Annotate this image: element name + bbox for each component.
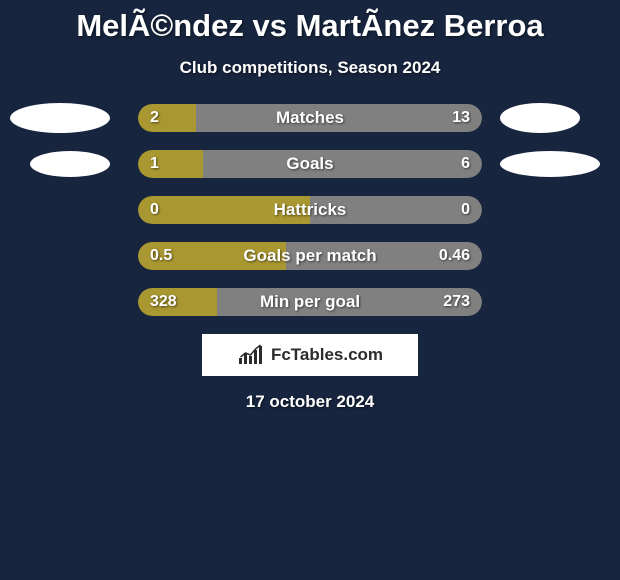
stat-label: Hattricks (0, 196, 620, 224)
stat-label: Goals per match (0, 242, 620, 270)
stat-right-value: 0.46 (439, 242, 470, 270)
source-logo-inner: FcTables.com (237, 344, 383, 366)
page-subtitle: Club competitions, Season 2024 (0, 58, 620, 78)
stat-right-value: 13 (452, 104, 470, 132)
player-right-avatar (500, 151, 600, 177)
stat-row: 2 Matches 13 (0, 104, 620, 132)
stat-right-value: 0 (461, 196, 470, 224)
stat-row: 0 Hattricks 0 (0, 196, 620, 224)
source-logo: FcTables.com (202, 334, 418, 376)
stat-label: Min per goal (0, 288, 620, 316)
stat-right-value: 6 (461, 150, 470, 178)
stats-container: 2 Matches 13 1 Goals 6 0 Hattricks 0 0.5… (0, 104, 620, 316)
bar-chart-icon (237, 344, 265, 366)
stat-row: 0.5 Goals per match 0.46 (0, 242, 620, 270)
source-logo-text: FcTables.com (271, 345, 383, 365)
page-title: MelÃ©ndez vs MartÃ­nez Berroa (0, 0, 620, 44)
footer-date: 17 october 2024 (0, 392, 620, 412)
stat-row: 328 Min per goal 273 (0, 288, 620, 316)
stat-row: 1 Goals 6 (0, 150, 620, 178)
player-right-avatar (500, 103, 580, 133)
stat-right-value: 273 (443, 288, 470, 316)
